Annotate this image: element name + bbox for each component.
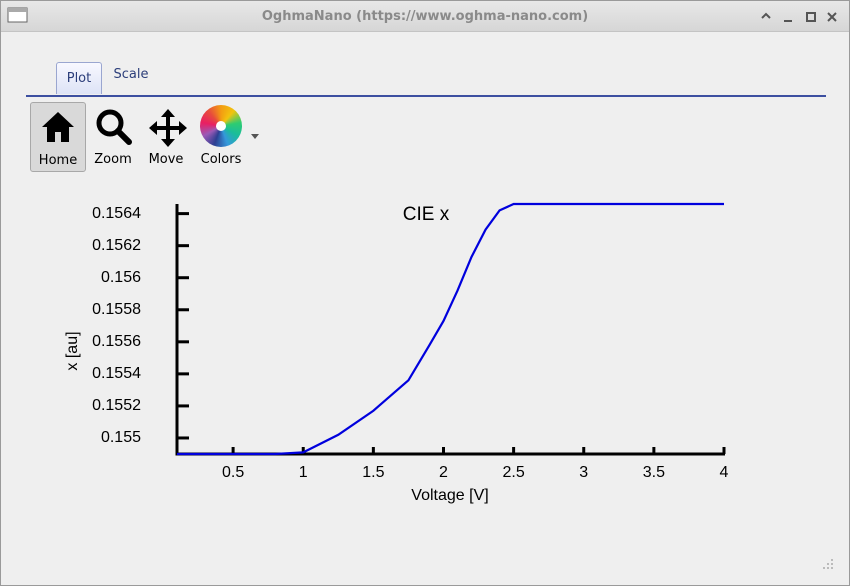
colors-button[interactable]: Colors	[194, 102, 259, 170]
tab-underline	[26, 95, 826, 97]
x-tick-label: 1	[299, 464, 308, 481]
y-tick-label: 0.1558	[92, 301, 141, 318]
resize-grip	[823, 559, 833, 569]
x-tick-label: 1.5	[362, 464, 384, 481]
y-axis-label: x [au]	[64, 331, 81, 370]
home-button[interactable]: Home	[30, 102, 86, 172]
x-tick-label: 3.5	[643, 464, 665, 481]
x-tick-label: 0.5	[222, 464, 244, 481]
data-line	[177, 202, 724, 456]
x-tick-label: 2.5	[502, 464, 524, 481]
y-tick-label: 0.1556	[92, 333, 141, 350]
dropdown-arrow	[251, 134, 259, 139]
move-icon	[149, 109, 187, 147]
colors-icon	[200, 105, 242, 147]
y-tick-label: 0.1552	[92, 397, 141, 414]
y-tick-label: 0.1564	[92, 205, 141, 222]
y-tick-label: 0.1562	[92, 237, 141, 254]
button-label: Home	[38, 153, 78, 168]
x-tick-label: 3	[579, 464, 588, 481]
y-tick-label: 0.155	[101, 429, 141, 446]
home-icon	[42, 112, 74, 142]
window-title: OghmaNano (https://www.oghma-nano.com)	[261, 9, 589, 24]
x-tick-label: 4	[720, 464, 729, 481]
button-label: Zoom	[94, 152, 132, 167]
y-tick-label: 0.156	[101, 269, 141, 286]
button-label: Colors	[200, 152, 242, 167]
title-bar: OghmaNano (https://www.oghma-nano.com)	[1, 1, 849, 32]
x-tick-label: 2	[439, 464, 448, 481]
move-button[interactable]: Move	[139, 102, 193, 170]
tab[interactable]: Scale	[113, 67, 149, 82]
x-axis-label: Voltage [V]	[411, 487, 488, 504]
tab[interactable]: Plot	[56, 62, 102, 94]
button-label: Move	[148, 152, 184, 167]
chart-title: CIE x	[403, 204, 450, 225]
y-tick-label: 0.1554	[92, 365, 141, 382]
window-controls[interactable]	[757, 7, 837, 27]
window-icon	[7, 7, 28, 23]
zoom-button[interactable]: Zoom	[86, 102, 140, 170]
zoom-icon	[96, 109, 132, 145]
